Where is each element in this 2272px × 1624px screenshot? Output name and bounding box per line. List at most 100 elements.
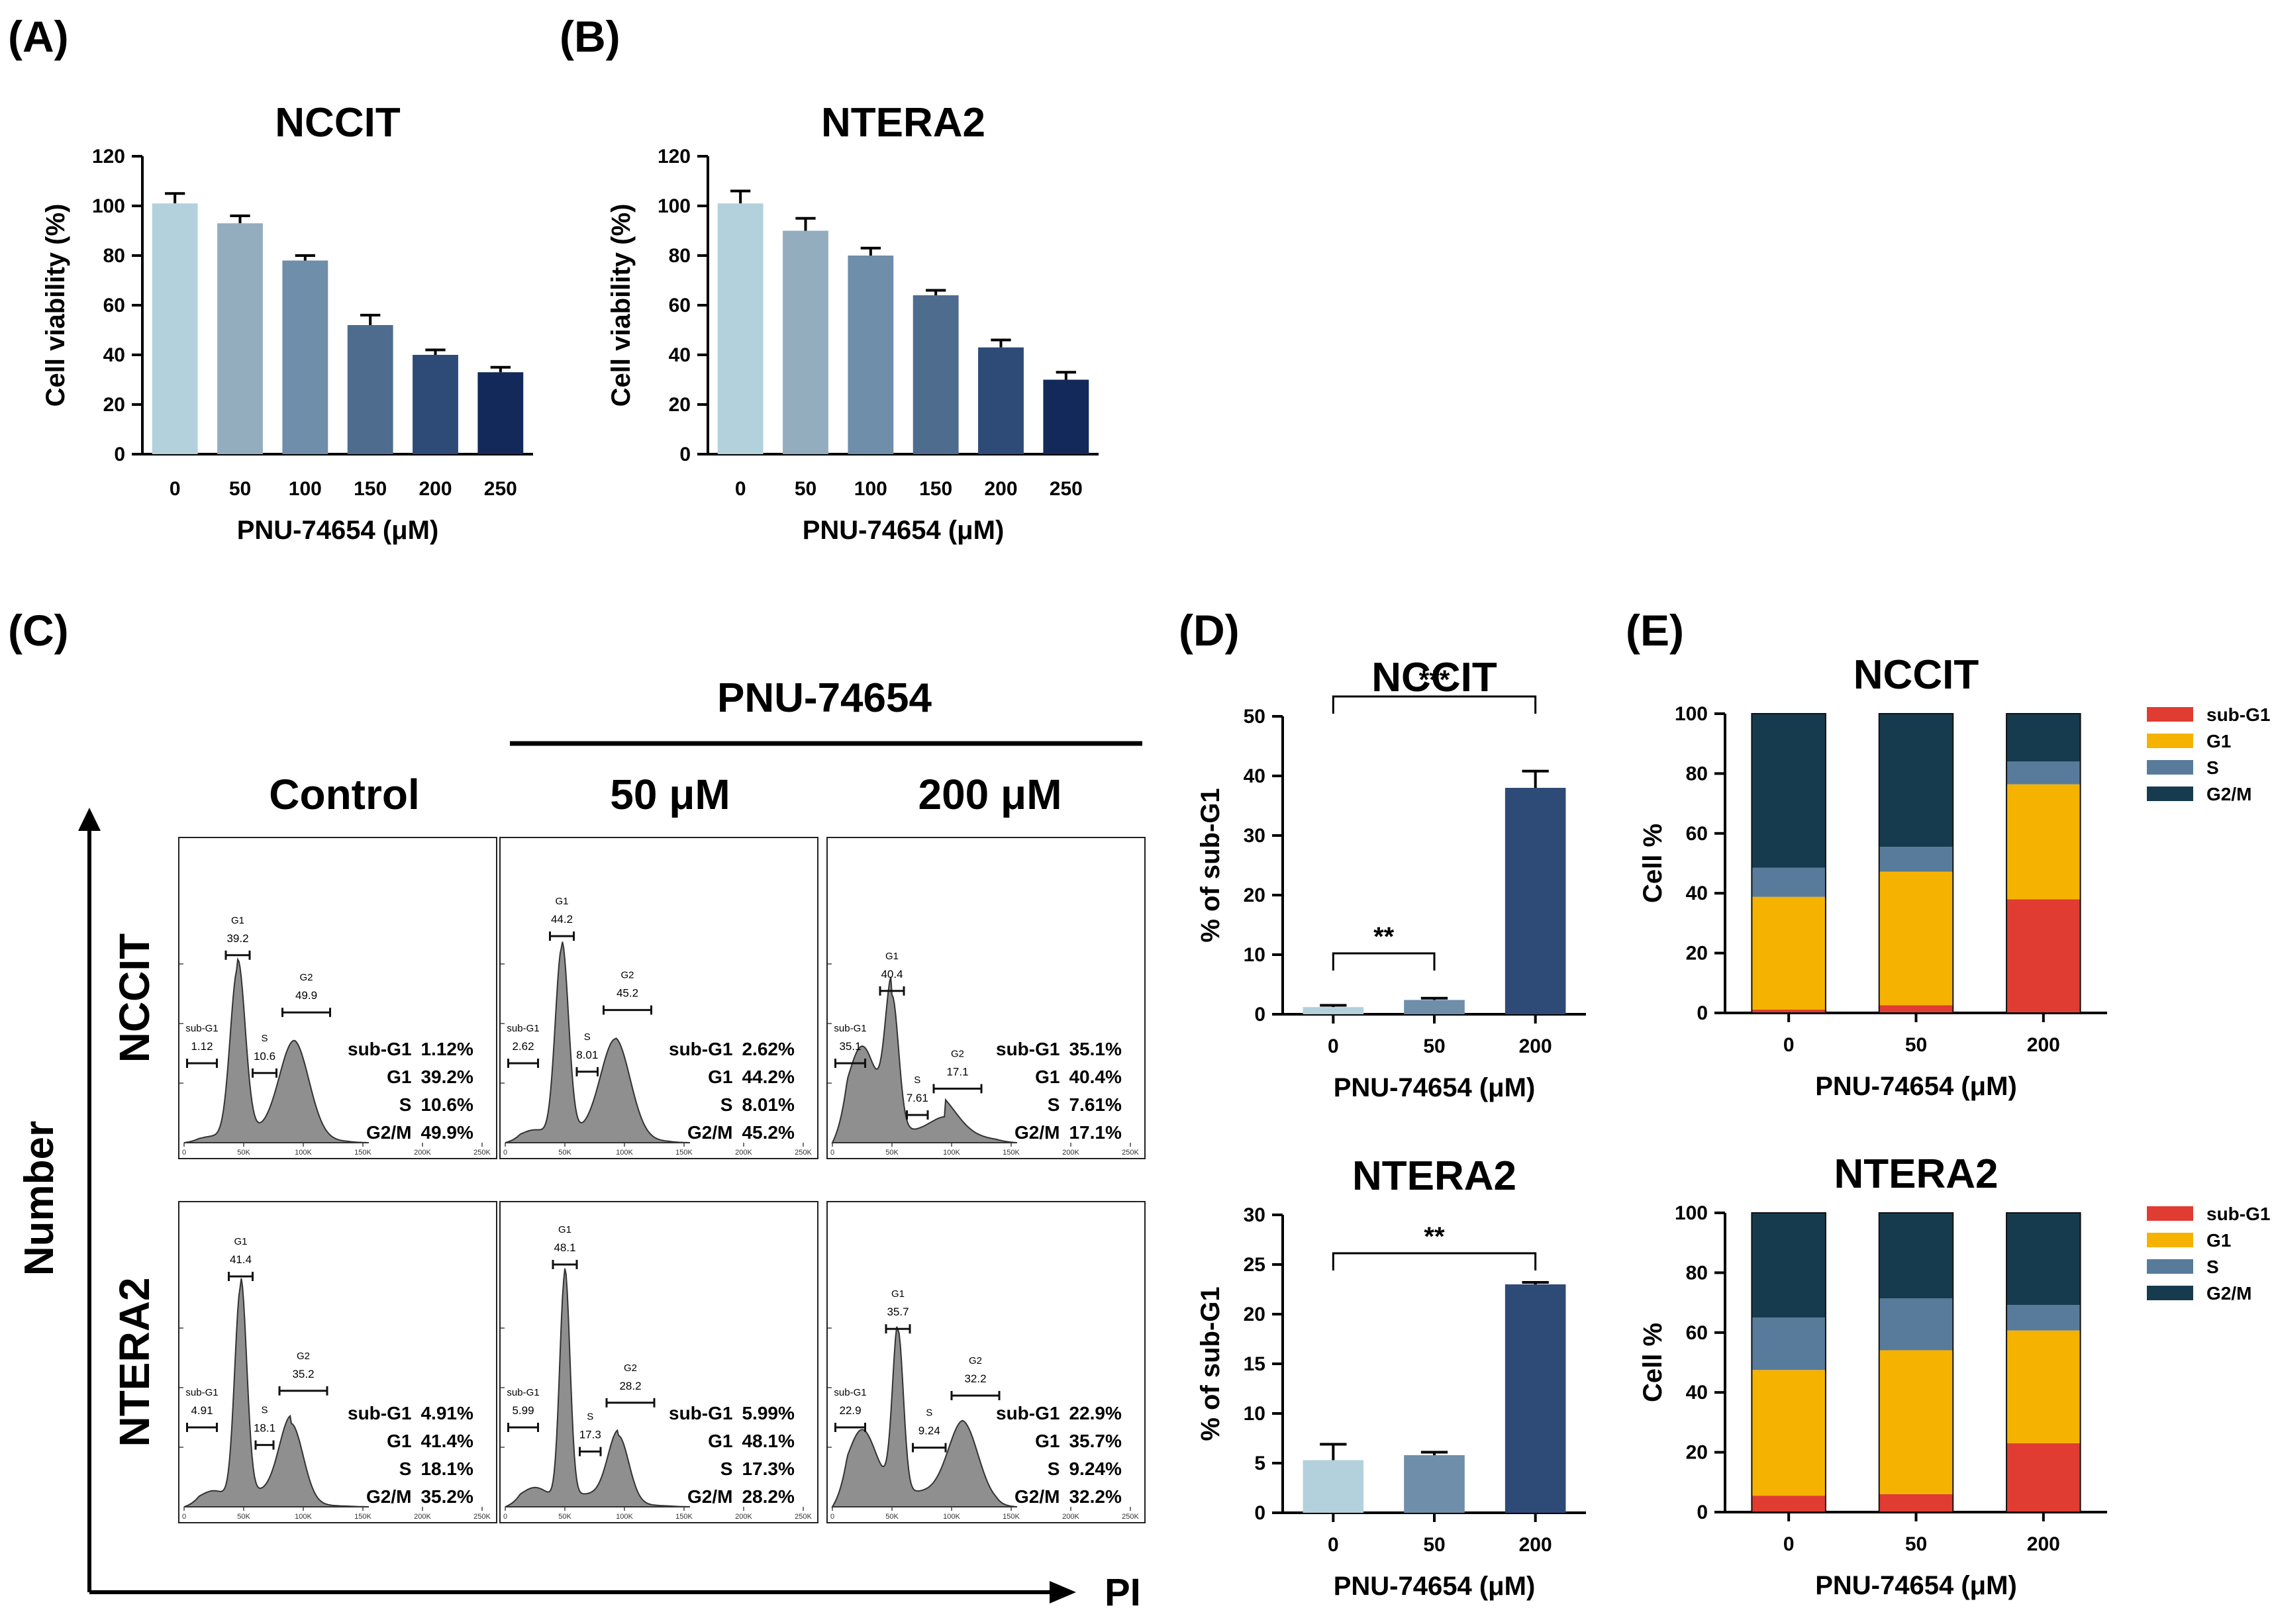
pi-axis-label: PI <box>1105 1571 1141 1614</box>
phase-value: 10.6% <box>420 1094 473 1115</box>
chart-c-cell-cycle-histograms: PNU-74654 Control 50 μM 200 μM PI Number NCCIT… <box>17 675 1146 1614</box>
gate-value: 17.1 <box>946 1065 968 1078</box>
stacked-segment-g1 <box>1879 871 1953 1006</box>
y-tick-label: 50 <box>1244 706 1265 728</box>
y-tick-label: 25 <box>1244 1254 1265 1276</box>
stacked-segment-sub-g1 <box>1879 1494 1953 1512</box>
y-tick-label: 0 <box>1254 1502 1265 1524</box>
significance-label: ** <box>1373 922 1395 951</box>
stacked-segment-s <box>2006 761 2081 785</box>
chart-title: NCCIT <box>1371 655 1497 700</box>
x-tick-label: 200 <box>2027 1034 2060 1056</box>
histogram-x-tick-label: 50K <box>885 1149 899 1157</box>
gate-value: 1.12 <box>191 1040 213 1053</box>
histogram-plot: 0 50K 100K 150K 200K 250K sub-G1 22.9 G1 35.7 S 9.2… <box>826 1201 1146 1523</box>
y-tick-label: 10 <box>1244 1403 1265 1425</box>
histogram-x-tick-label: 100K <box>943 1513 960 1521</box>
y-tick-label: 20 <box>1686 1442 1708 1464</box>
y-tick-label: 40 <box>1244 765 1265 787</box>
phase-value: 22.9% <box>1069 1403 1122 1423</box>
phase-label: sub-G1 <box>996 1403 1060 1423</box>
histogram-x-tick-label: 0 <box>830 1513 834 1521</box>
legend-swatch <box>2147 1259 2193 1274</box>
phase-value: 44.2% <box>742 1067 795 1087</box>
histogram-x-tick-label: 100K <box>295 1513 312 1521</box>
y-tick-label: 40 <box>669 344 691 366</box>
legend-swatch <box>2147 1286 2193 1300</box>
pi-axis-arrow <box>1050 1581 1076 1603</box>
gate-value: 32.2 <box>964 1372 986 1385</box>
x-axis-label: PNU-74654 (μM) <box>803 516 1005 545</box>
y-tick-label: 30 <box>1244 1204 1265 1226</box>
chart-e-ntera2-distribution: NTERA2 0 20 40 60 80 100 0 50 200 PNU-74654 (μM) Ce… <box>1638 1151 2270 1600</box>
panel-letter-d: (D) <box>1179 606 1240 655</box>
phase-value: 17.1% <box>1069 1122 1122 1143</box>
phase-value: 41.4% <box>420 1431 473 1451</box>
panel-letter-c: (C) <box>8 606 69 655</box>
gate-name: sub-G1 <box>507 1023 539 1034</box>
phase-summary-table: sub-G1 22.9% G1 35.7% S 9.24% G2/M 32.2% <box>996 1400 1122 1510</box>
gate-name: sub-G1 <box>834 1387 866 1398</box>
legend-swatch <box>2147 1233 2193 1247</box>
bar <box>152 203 198 454</box>
x-tick-label: 50 <box>1905 1034 1927 1056</box>
histogram-x-tick-label: 0 <box>182 1513 186 1521</box>
phase-label: G2/M <box>1014 1486 1060 1507</box>
x-tick-label: 150 <box>919 478 952 500</box>
stacked-segment-g2m <box>1752 714 1826 868</box>
histogram-x-tick-label: 150K <box>354 1513 371 1521</box>
y-axis-label: Cell % <box>1638 824 1667 903</box>
histogram-x-tick-label: 200K <box>414 1513 431 1521</box>
phase-value: 39.2% <box>420 1067 473 1087</box>
x-axis-label: PNU-74654 (μM) <box>1815 1571 2017 1600</box>
y-tick-label: 80 <box>1686 1262 1708 1284</box>
gate-name: G1 <box>558 1224 571 1235</box>
phase-label: G1 <box>1035 1431 1060 1451</box>
y-tick-label: 80 <box>669 245 691 267</box>
chart-e-nccit-distribution: NCCIT 0 20 40 60 80 100 0 50 200 PNU-74654 (μM) Cel… <box>1638 652 2270 1101</box>
phase-label: S <box>720 1458 733 1479</box>
chart-title: NCCIT <box>1853 652 1979 698</box>
gate-value: 8.01 <box>576 1049 598 1061</box>
gate-value: 17.3 <box>579 1429 601 1441</box>
histogram-x-tick-label: 250K <box>1122 1513 1139 1521</box>
drug-header: PNU-74654 <box>717 675 932 721</box>
stacked-segment-s <box>1879 1298 1953 1351</box>
y-tick-label: 0 <box>1697 1002 1708 1024</box>
row-label: NCCIT <box>111 933 158 1063</box>
y-tick-label: 30 <box>1244 825 1265 847</box>
phase-value: 2.62% <box>742 1039 795 1059</box>
y-tick-label: 60 <box>1686 823 1708 845</box>
gate-name: S <box>584 1031 591 1043</box>
y-tick-label: 100 <box>658 195 691 217</box>
gate-name: S <box>926 1408 932 1419</box>
gate-name: G2 <box>951 1048 964 1059</box>
histogram-x-tick-label: 150K <box>675 1513 693 1521</box>
x-axis-label: PNU-74654 (μM) <box>1815 1072 2017 1101</box>
x-tick-label: 150 <box>354 478 387 500</box>
histogram-x-tick-label: 250K <box>473 1513 491 1521</box>
phase-value: 1.12% <box>420 1039 473 1059</box>
phase-label: S <box>720 1094 733 1115</box>
legend-swatch <box>2147 787 2193 801</box>
x-tick-label: 0 <box>1783 1533 1795 1555</box>
phase-summary-table: sub-G1 1.12% G1 39.2% S 10.6% G2/M 49.9% <box>348 1036 473 1146</box>
y-tick-label: 0 <box>114 444 125 465</box>
phase-label: G1 <box>708 1431 733 1451</box>
gate-value: 5.99 <box>512 1404 534 1417</box>
legend-swatch <box>2147 1206 2193 1221</box>
chart-title: NTERA2 <box>1834 1151 1998 1197</box>
gate-value: 39.2 <box>226 932 248 945</box>
phase-summary-table: sub-G1 5.99% G1 48.1% S 17.3% G2/M 28.2% <box>669 1400 795 1510</box>
x-tick-label: 250 <box>484 478 517 500</box>
histogram-x-tick-label: 150K <box>354 1149 371 1157</box>
y-tick-label: 0 <box>1697 1502 1708 1523</box>
phase-value: 8.01% <box>742 1094 795 1115</box>
histogram-x-tick-label: 250K <box>1122 1149 1139 1157</box>
histogram-curve <box>831 1326 1018 1507</box>
y-tick-label: 60 <box>669 295 691 316</box>
y-axis-label: Cell % <box>1638 1323 1667 1402</box>
bar <box>1303 1460 1364 1513</box>
significance-label: ** <box>1424 1222 1445 1251</box>
gate-name: sub-G1 <box>507 1387 539 1398</box>
